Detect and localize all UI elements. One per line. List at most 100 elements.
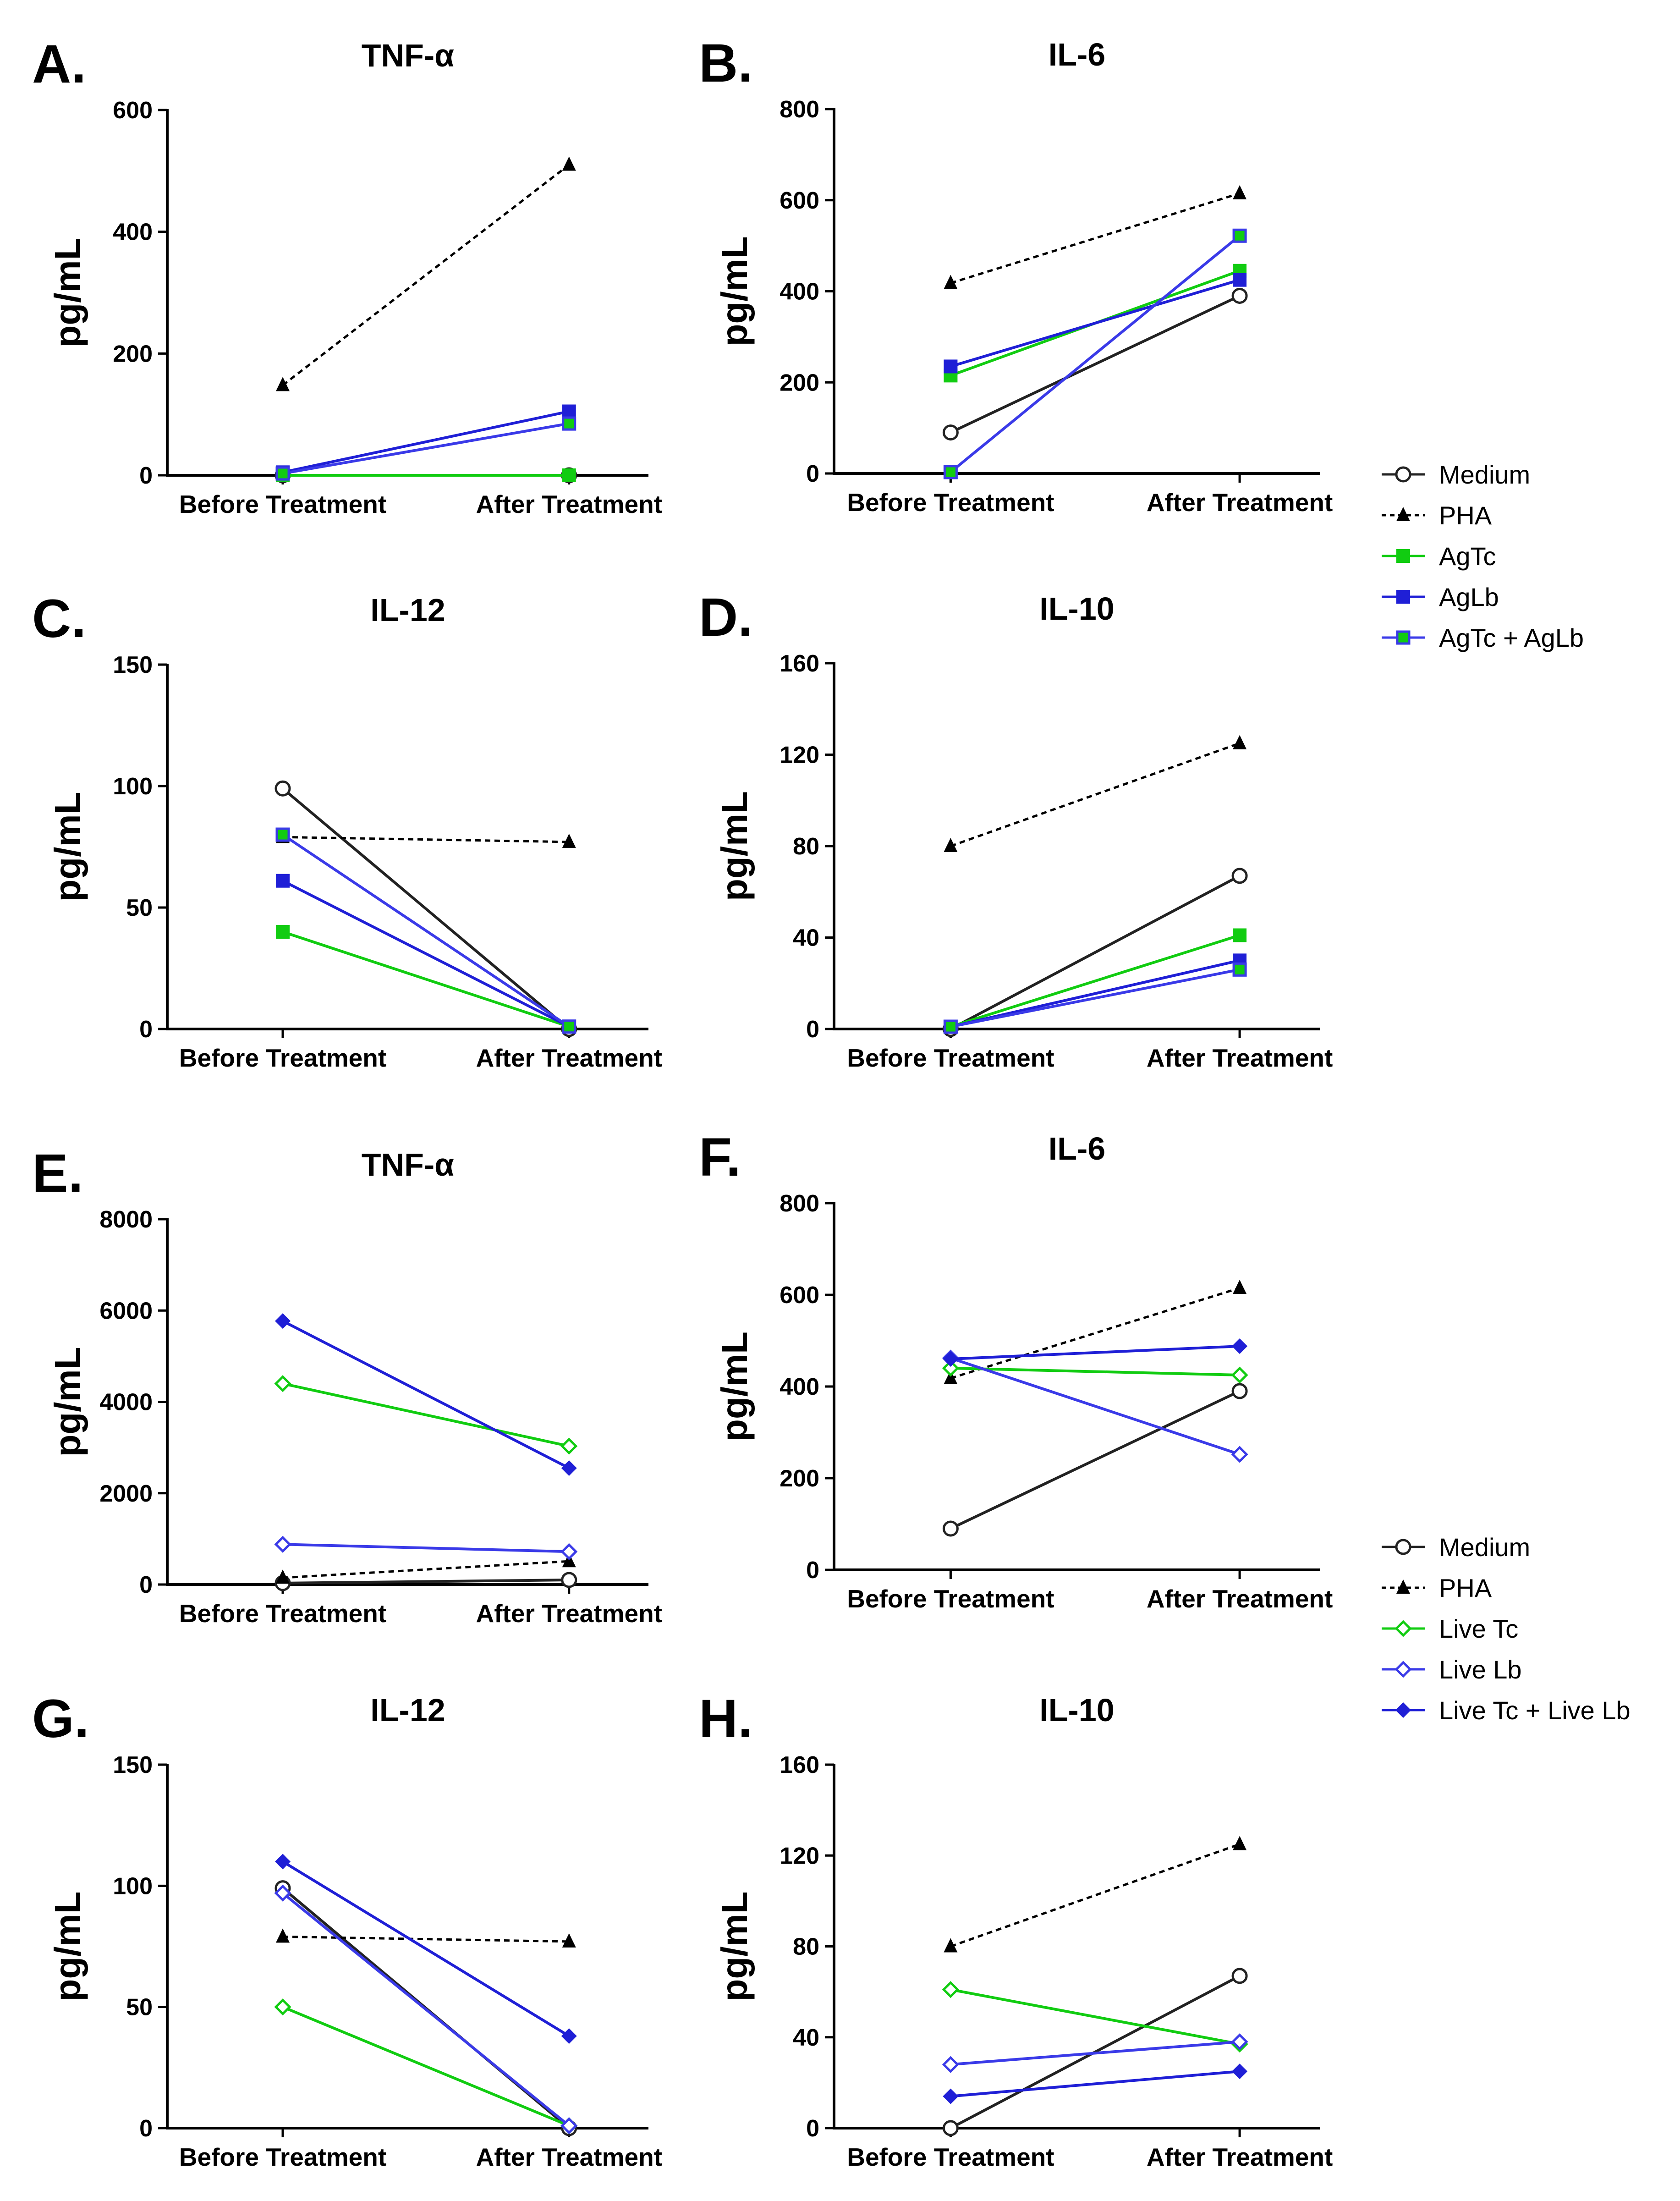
y-tick-label-f: 600 (780, 1282, 819, 1309)
series-line-live-tc-live-lb (282, 1320, 570, 1469)
y-axis-label-c: pg/mL (47, 792, 88, 902)
y-tick-label-f: 800 (780, 1190, 819, 1217)
panel-d: D. IL-10 0 40 80 120 160 Before Treatment After … (699, 587, 1333, 1072)
point-live-lb (1231, 1446, 1248, 1463)
point-medium (1231, 287, 1248, 304)
legend-antigen: Medium PHA AgTc AgLb AgTc + AgLb (1382, 460, 1584, 652)
panel-letter-g: G. (32, 1689, 89, 1749)
y-tick-label-f: 200 (780, 1465, 819, 1492)
point-pha (944, 1370, 958, 1384)
y-tick-label-f: 0 (806, 1557, 819, 1584)
point-live-lb (942, 2056, 959, 2073)
y-tick-label-a: 200 (113, 341, 153, 367)
y-tick-label-h: 160 (780, 1752, 819, 1778)
panel-title-d: IL-10 (1039, 591, 1114, 627)
point-medium (942, 424, 959, 441)
point-live-tc-live-lb (943, 1351, 959, 1367)
legend-marker (1396, 1579, 1410, 1594)
point-medium (1231, 1383, 1248, 1399)
y-axis-label-b: pg/mL (714, 237, 755, 347)
point-live-tc (560, 1437, 578, 1455)
point-pha (1233, 1280, 1247, 1294)
x-tick-label-b: After Treatment (1147, 488, 1333, 517)
x-tick-label-f: Before Treatment (847, 1585, 1054, 1613)
point-live-tc-live-lb (561, 2028, 577, 2044)
point-pha (276, 377, 290, 391)
x-tick-label-c: After Treatment (476, 1044, 662, 1072)
point-pha (1233, 1836, 1247, 1850)
point-agtc (1233, 928, 1247, 942)
series-line-pha (950, 1287, 1240, 1380)
y-tick-label-b: 400 (780, 279, 819, 305)
series-line-live-lb (282, 1892, 570, 2127)
point-pha (276, 1569, 290, 1584)
legend-label: Live Lb (1439, 1655, 1522, 1684)
y-tick-label-g: 100 (113, 1873, 153, 1899)
y-tick-label-b: 600 (780, 187, 819, 214)
x-tick-label-d: Before Treatment (847, 1044, 1054, 1072)
panel-title-f: IL-6 (1049, 1131, 1105, 1167)
point-medium (1231, 868, 1248, 884)
legend-marker (1395, 1539, 1411, 1555)
point-agtc-aglb (562, 416, 576, 431)
x-tick-label-h: Before Treatment (847, 2143, 1054, 2171)
x-tick-label-a: After Treatment (476, 490, 662, 518)
panel-letter-e: E. (32, 1143, 83, 1204)
y-tick-label-g: 0 (139, 2115, 153, 2142)
y-tick-label-d: 40 (793, 925, 819, 952)
x-tick-label-h: After Treatment (1147, 2143, 1333, 2171)
point-aglb (1233, 273, 1247, 287)
y-axis-label-e: pg/mL (47, 1347, 88, 1457)
panel-title-e: TNF-α (362, 1147, 454, 1183)
series-line-pha (950, 742, 1240, 847)
legend-label: PHA (1439, 501, 1492, 530)
point-agtc (562, 468, 576, 482)
legend-label: Medium (1439, 1533, 1530, 1562)
panel-title-a: TNF-α (362, 38, 454, 73)
y-tick-label-d: 0 (806, 1016, 819, 1043)
series-line-pha (282, 164, 570, 386)
point-pha (944, 1938, 958, 1953)
point-live-tc-live-lb (1232, 1338, 1248, 1354)
panel-a: A. TNF-α 0 200 400 600 Before Treatment After T… (32, 34, 662, 518)
y-tick-label-d: 80 (793, 833, 819, 860)
point-aglb (944, 359, 958, 374)
series-line-agtc-aglb (282, 833, 570, 1028)
legend-label: PHA (1439, 1574, 1492, 1602)
series-line-live-tc-live-lb (950, 2070, 1240, 2098)
series-line-live-tc-live-lb (950, 1345, 1240, 1360)
point-medium (942, 2120, 959, 2136)
point-live-tc-live-lb (561, 1460, 577, 1476)
point-aglb (562, 404, 576, 418)
y-tick-label-g: 150 (113, 1752, 153, 1778)
series-line-pha (282, 1560, 569, 1579)
series-line-aglb (282, 880, 570, 1028)
point-live-lb (274, 1884, 291, 1902)
y-tick-label-c: 50 (126, 895, 153, 921)
point-agtc-aglb (1232, 962, 1247, 977)
y-tick-label-f: 400 (780, 1374, 819, 1400)
legend-marker (1396, 507, 1410, 521)
panel-b: B. IL-6 0 200 400 600 800 Before Treatment After… (699, 33, 1333, 517)
point-live-lb (1231, 2033, 1248, 2051)
x-tick-label-g: After Treatment (476, 2143, 662, 2171)
point-pha (562, 1933, 576, 1948)
series-line-live-lb (282, 1543, 569, 1553)
panel-h: H. IL-10 0 40 80 120 160 Before Treatment After … (699, 1689, 1333, 2171)
x-tick-label-e: After Treatment (476, 1599, 662, 1628)
point-live-lb (274, 1535, 291, 1553)
point-live-tc (942, 1359, 959, 1377)
series-line-live-lb (950, 1357, 1241, 1456)
y-tick-label-h: 80 (793, 1934, 819, 1960)
legend-label: AgTc (1439, 542, 1496, 571)
y-axis-label-g: pg/mL (47, 1892, 88, 2002)
series-line-live-tc (282, 2005, 570, 2127)
y-tick-label-c: 150 (113, 652, 153, 678)
panel-letter-f: F. (699, 1127, 741, 1188)
series-line-live-tc-live-lb (282, 1860, 570, 2037)
series-line-live-tc (282, 1382, 570, 1448)
point-agtc-aglb (943, 1019, 958, 1034)
series-line-live-tc (950, 1367, 1240, 1376)
legend-label: Medium (1439, 460, 1530, 489)
y-tick-label-c: 0 (139, 1016, 153, 1043)
